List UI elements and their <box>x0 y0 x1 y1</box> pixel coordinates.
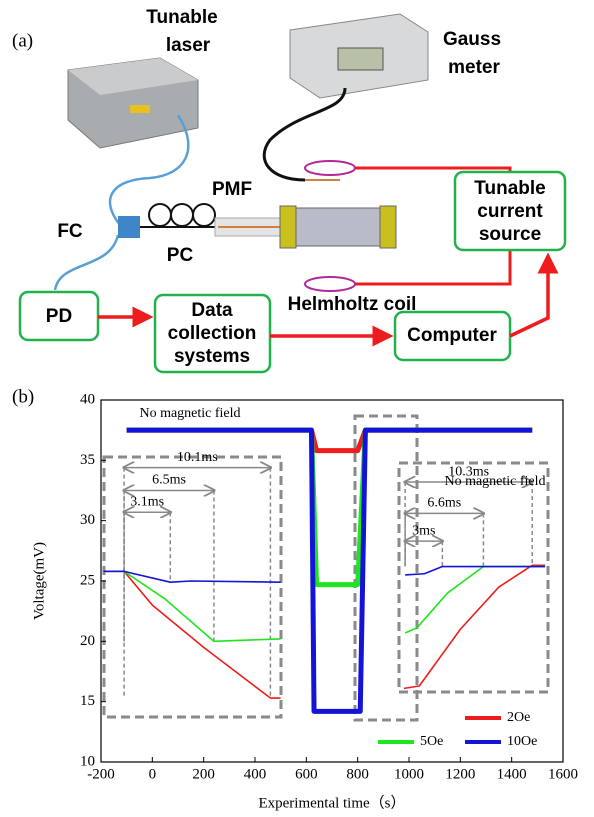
label: Data <box>191 300 233 321</box>
y-axis-label: Voltage(mV) <box>31 542 47 620</box>
x-tick-label: 400 <box>244 766 267 782</box>
label: Helmholtz coil <box>288 294 417 315</box>
x-tick-label: 600 <box>295 766 318 782</box>
label: source <box>479 224 541 245</box>
laser-device <box>68 58 198 148</box>
series-line <box>405 567 545 633</box>
label: PC <box>167 245 194 266</box>
series-line <box>404 565 545 688</box>
series-line <box>104 571 281 698</box>
magnet-cell <box>215 206 396 248</box>
label: meter <box>448 57 500 78</box>
label: Tunable <box>146 7 217 28</box>
inset-box <box>399 463 548 692</box>
y-tick-label: 25 <box>80 572 95 588</box>
series-line <box>127 430 533 451</box>
annotation: 6.5ms <box>152 473 186 488</box>
label: current <box>477 201 543 222</box>
label: Computer <box>407 325 497 346</box>
label: Gauss <box>443 29 501 50</box>
annotation: 10.1ms <box>177 450 218 465</box>
y-tick-label: 40 <box>80 391 95 407</box>
panel-label: (a) <box>12 30 33 51</box>
x-tick-label: 0 <box>149 766 157 782</box>
panel-label: (b) <box>12 386 34 407</box>
label: systems <box>174 346 250 367</box>
x-tick-label: 1200 <box>445 766 475 782</box>
label: FC <box>57 221 83 242</box>
annotation: 3.1ms <box>130 494 164 509</box>
label: collection <box>168 323 257 344</box>
x-tick-label: 1600 <box>548 766 578 782</box>
label: Tunable <box>474 178 545 199</box>
legend-label: 2Oe <box>507 710 530 725</box>
fiber-coupler <box>118 216 140 238</box>
legend-label: 5Oe <box>420 734 443 749</box>
label: laser <box>166 35 211 56</box>
figure: (a) Tunable laser Gauss meter PMF FC PC <box>0 0 594 817</box>
y-tick-label: 15 <box>80 693 95 709</box>
annotation: No magnetic field <box>444 474 545 489</box>
annotation: 3ms <box>412 523 435 538</box>
x-tick-label: 800 <box>346 766 369 782</box>
plot-frame <box>101 400 563 762</box>
series-line <box>104 571 281 582</box>
y-tick-label: 20 <box>80 633 95 649</box>
annotation: 6.6ms <box>427 496 461 511</box>
y-tick-label: 35 <box>80 452 95 468</box>
y-tick-label: 30 <box>80 512 95 528</box>
annotation: No magnetic field <box>139 406 240 421</box>
x-tick-label: 1000 <box>394 766 424 782</box>
y-tick-label: 10 <box>80 753 95 769</box>
x-axis-label: Experimental time（s） <box>258 794 405 811</box>
x-tick-label: 200 <box>192 766 215 782</box>
gauss-meter <box>264 14 428 180</box>
fibers <box>55 115 218 290</box>
x-tick-label: 1400 <box>497 766 527 782</box>
label: PD <box>46 306 72 327</box>
label: PMF <box>212 179 252 200</box>
legend-label: 10Oe <box>507 734 537 749</box>
